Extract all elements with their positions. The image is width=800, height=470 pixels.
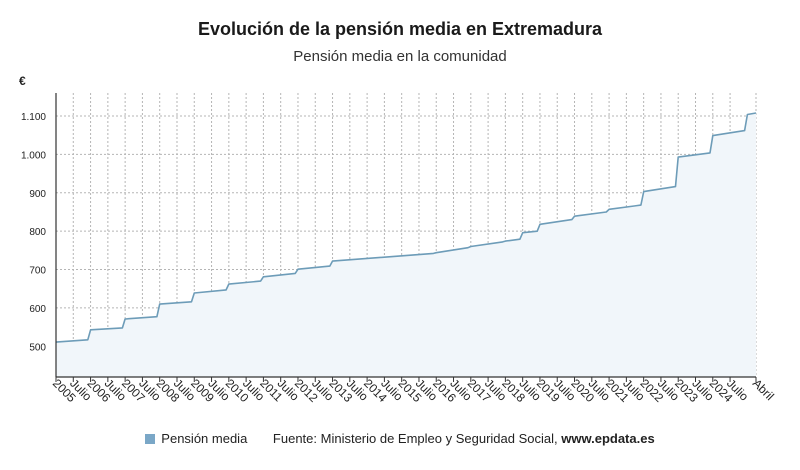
y-tick-label: 1.100	[21, 112, 46, 123]
y-tick-label: 900	[29, 189, 46, 200]
y-tick-label: 500	[29, 342, 46, 353]
y-tick-label: 800	[29, 227, 46, 238]
legend-item[interactable]: Pensión media	[145, 431, 251, 446]
y-axis-unit-label: €	[19, 74, 26, 88]
source-text: Fuente: Ministerio de Empleo y Seguridad…	[272, 431, 562, 446]
legend-swatch	[145, 434, 156, 444]
chart-title: Evolución de la pensión media en Extrema…	[197, 19, 603, 39]
legend-label: Pensión media	[161, 431, 248, 446]
plot-area	[55, 112, 757, 377]
source-link[interactable]: www.epdata.es	[561, 431, 655, 446]
series-area	[56, 113, 756, 377]
chart-subtitle: Pensión media en la comunidad	[293, 48, 507, 65]
chart-footer: Pensión media Fuente: Ministerio de Empl…	[0, 431, 800, 446]
y-tick-label: 600	[29, 304, 46, 315]
series-line	[55, 112, 757, 343]
y-tick-label: 700	[29, 266, 46, 277]
y-tick-label: 1.000	[21, 150, 46, 161]
x-tick-label: Abril	[750, 376, 777, 403]
